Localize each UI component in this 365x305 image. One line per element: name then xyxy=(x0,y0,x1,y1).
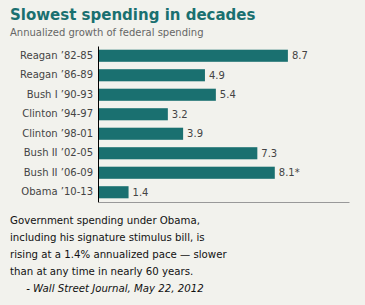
bar xyxy=(98,128,183,140)
y-axis-line xyxy=(98,47,99,203)
data-label: 4.9 xyxy=(209,70,225,81)
data-label: 3.2 xyxy=(172,109,188,120)
y-axis: Reagan ’82-85 Reagan ’86-89 Bush I ’90-93 C… xyxy=(20,47,99,203)
annotation: rising at a 1.4% annualized pace — slowe… xyxy=(10,249,227,260)
bar xyxy=(98,147,257,159)
x-axis-line xyxy=(99,202,350,203)
y-tick: Obama ’10-13 xyxy=(21,186,98,197)
y-tick: Reagan ’82-85 xyxy=(20,50,98,61)
y-tick: Clinton ’94-97 xyxy=(22,108,98,119)
y-tick-label: Bush I ’90-93 xyxy=(27,89,93,100)
y-tick: Clinton ’98-01 xyxy=(22,128,98,139)
data-label: 1.4 xyxy=(133,187,149,198)
subtitle: Annualized growth of federal spending xyxy=(10,27,204,38)
bar xyxy=(98,89,216,101)
data-labels: 8.7 4.9 5.4 3.2 3.9 7.38.1* 1.4 xyxy=(133,50,308,198)
data-label: 8.1* xyxy=(279,167,300,178)
annotation: Government spending under Obama, xyxy=(10,215,200,226)
bar xyxy=(98,69,205,81)
bar xyxy=(98,108,168,120)
data-label: 3.9 xyxy=(187,128,203,139)
plot: Reagan ’82-85 Reagan ’86-89 Bush I ’90-93 C… xyxy=(20,47,350,203)
y-tick-label: Obama ’10-13 xyxy=(21,186,93,197)
y-tick: Bush II ’06-09 xyxy=(24,167,98,178)
data-label: 5.4 xyxy=(220,89,236,100)
chart: Slowest spending in decades Annualized gr… xyxy=(0,0,365,305)
data-label: 7.3 xyxy=(261,148,277,159)
y-tick-label: Reagan ’82-85 xyxy=(20,50,93,61)
y-tick: Bush II ’02-05 xyxy=(24,147,98,158)
y-tick-label: Reagan ’86-89 xyxy=(20,69,93,80)
annotation: than at any time in nearly 60 years. xyxy=(10,266,193,277)
footnote: Government spending under Obama, includin… xyxy=(10,215,227,294)
data-label: 8.7 xyxy=(292,50,308,61)
y-tick: Reagan ’86-89 xyxy=(20,69,98,80)
annotation: - Wall Street Journal, May 22, 2012 xyxy=(10,283,204,294)
y-tick-label: Bush II ’02-05 xyxy=(24,147,93,158)
y-tick-label: Bush II ’06-09 xyxy=(24,167,93,178)
bars xyxy=(98,50,288,199)
annotation: including his signature stimulus bill, i… xyxy=(10,232,205,243)
y-tick-label: Clinton ’98-01 xyxy=(22,128,93,139)
x-axis xyxy=(99,202,350,203)
title: Slowest spending in decades xyxy=(10,6,256,24)
bar xyxy=(98,186,129,198)
y-tick-label: Clinton ’94-97 xyxy=(22,108,93,119)
bar xyxy=(98,167,275,179)
bar xyxy=(98,50,288,62)
y-tick: Bush I ’90-93 xyxy=(27,89,98,100)
